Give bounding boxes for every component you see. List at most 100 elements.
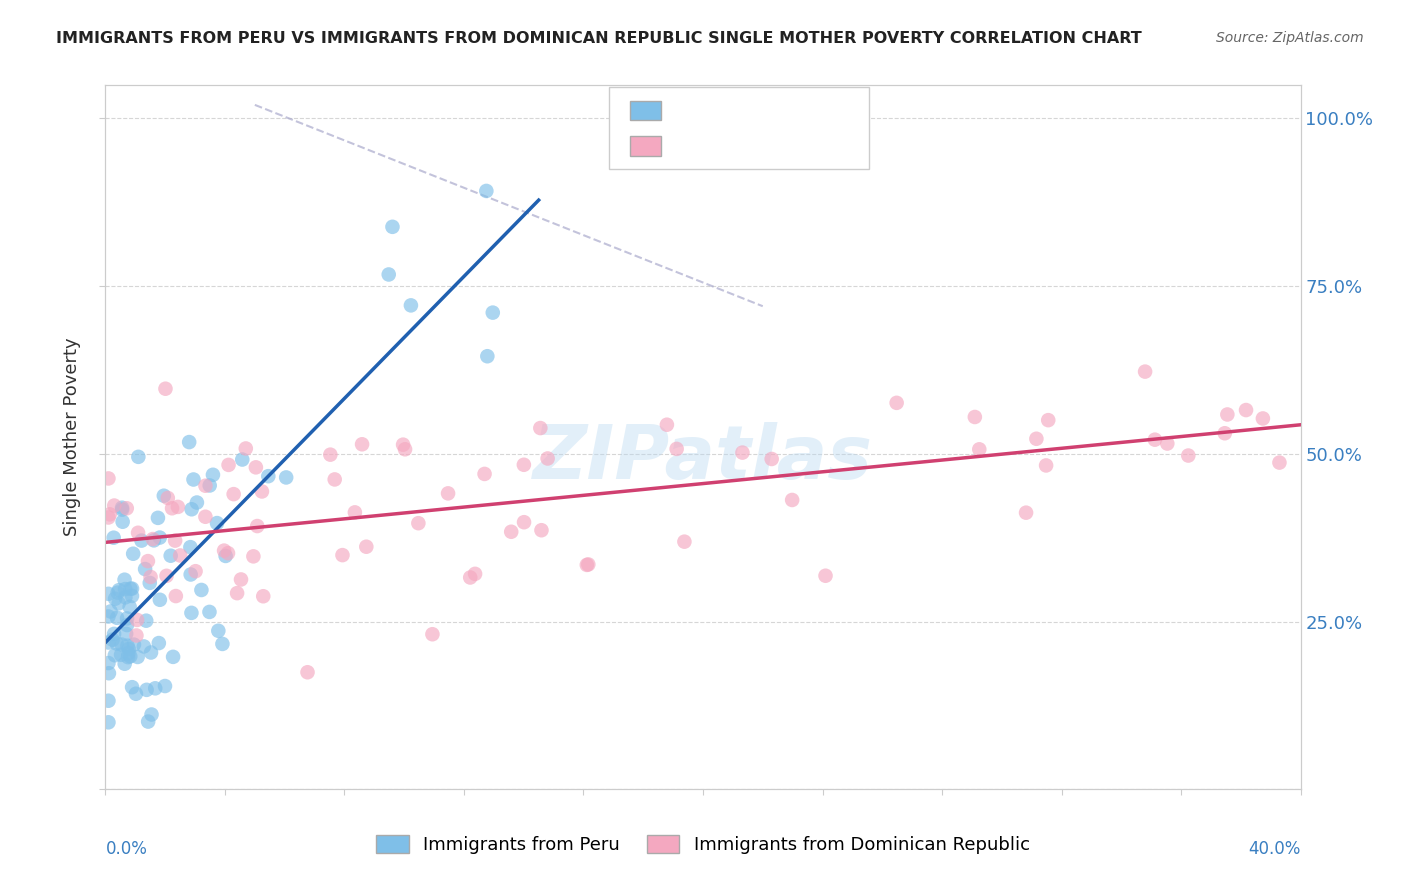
Point — [323, 472, 346, 486]
Point — [211, 637, 233, 651]
Point — [194, 509, 217, 524]
Point — [276, 470, 298, 484]
Point — [575, 558, 598, 572]
Point — [141, 707, 163, 722]
Point — [142, 532, 165, 546]
Point — [139, 575, 162, 590]
Point — [121, 680, 143, 694]
Point — [165, 533, 187, 548]
Point — [501, 524, 523, 539]
Point — [235, 442, 257, 456]
Point — [201, 467, 224, 482]
Point — [111, 502, 134, 516]
Point — [250, 484, 273, 499]
Point — [731, 445, 754, 459]
Point — [422, 627, 444, 641]
Point — [114, 657, 136, 671]
Point — [115, 627, 138, 641]
Point — [100, 605, 122, 619]
Point — [655, 417, 678, 432]
Point — [179, 540, 201, 554]
Text: ZIPatlas: ZIPatlas — [533, 422, 873, 495]
Point — [246, 519, 269, 533]
Point — [222, 487, 245, 501]
Point — [226, 586, 249, 600]
Point — [122, 547, 145, 561]
Point — [149, 531, 172, 545]
Point — [481, 305, 503, 319]
Point — [761, 452, 783, 467]
Point — [114, 591, 136, 605]
Point — [105, 611, 128, 625]
Point — [115, 611, 138, 625]
Point — [377, 268, 399, 282]
Point — [107, 596, 129, 610]
Point — [297, 665, 319, 680]
Point — [184, 564, 207, 578]
Point — [148, 636, 170, 650]
Point — [1015, 506, 1038, 520]
Point — [242, 549, 264, 564]
Point — [198, 605, 221, 619]
Point — [169, 549, 191, 563]
Point — [108, 583, 131, 598]
Point — [127, 613, 149, 627]
Point — [104, 591, 127, 606]
Point — [969, 442, 991, 457]
Point — [117, 639, 139, 653]
Point — [127, 649, 149, 664]
Point — [252, 589, 274, 603]
Point — [139, 570, 162, 584]
Point — [135, 682, 157, 697]
Point — [814, 568, 837, 582]
Point — [120, 582, 142, 596]
Point — [114, 582, 136, 596]
Point — [1035, 458, 1057, 473]
Point — [142, 533, 165, 548]
Point — [1216, 408, 1239, 422]
Text: R = 0.296: R = 0.296 — [672, 137, 770, 155]
Point — [107, 585, 129, 599]
Point — [127, 450, 149, 464]
Point — [97, 471, 120, 485]
Point — [125, 687, 148, 701]
Point — [399, 298, 422, 312]
Point — [115, 501, 138, 516]
Point — [332, 548, 354, 562]
Point — [104, 648, 127, 663]
Point — [408, 516, 430, 531]
Point — [131, 533, 153, 548]
Point — [245, 460, 267, 475]
Point — [231, 452, 253, 467]
Text: N = 88: N = 88 — [778, 102, 845, 120]
Point — [159, 549, 181, 563]
Point — [135, 614, 157, 628]
Point — [103, 531, 125, 545]
Point — [218, 458, 240, 472]
Point — [153, 679, 176, 693]
Point — [97, 587, 120, 601]
Point — [97, 635, 120, 649]
Point — [111, 515, 134, 529]
Point — [1025, 432, 1047, 446]
Point — [190, 582, 212, 597]
Legend: Immigrants from Peru, Immigrants from Dominican Republic: Immigrants from Peru, Immigrants from Do… — [368, 828, 1038, 862]
Point — [111, 638, 134, 652]
Point — [115, 618, 138, 632]
Point — [118, 642, 141, 657]
Point — [319, 448, 342, 462]
Point — [97, 609, 120, 624]
Point — [381, 219, 404, 234]
Point — [139, 646, 162, 660]
Point — [257, 469, 280, 483]
Text: IMMIGRANTS FROM PERU VS IMMIGRANTS FROM DOMINICAN REPUBLIC SINGLE MOTHER POVERTY: IMMIGRANTS FROM PERU VS IMMIGRANTS FROM … — [56, 31, 1142, 46]
Point — [180, 606, 202, 620]
Point — [464, 566, 486, 581]
Point — [1234, 403, 1257, 417]
Point — [118, 599, 141, 614]
Point — [437, 486, 460, 500]
Point — [155, 382, 177, 396]
Point — [117, 650, 139, 665]
Y-axis label: Single Mother Poverty: Single Mother Poverty — [63, 338, 82, 536]
Point — [101, 632, 124, 647]
